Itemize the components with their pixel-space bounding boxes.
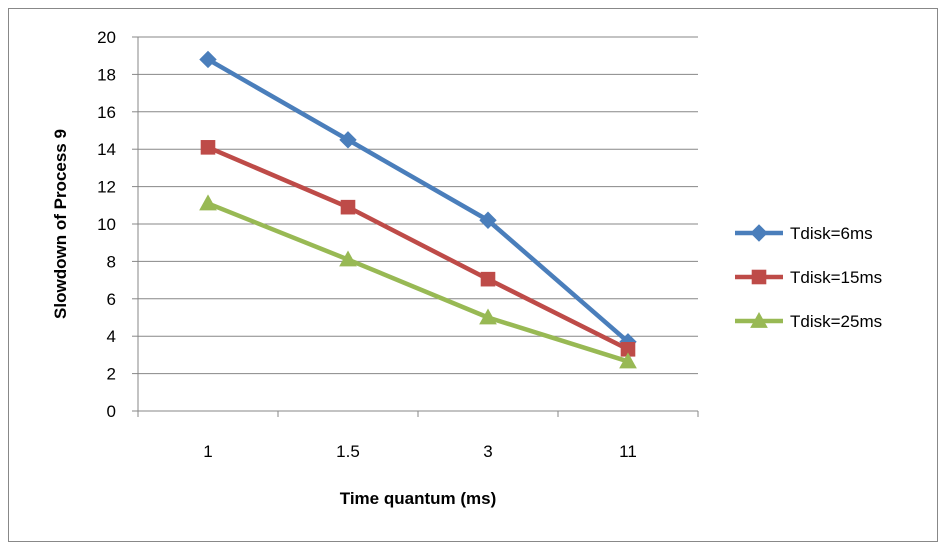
- series-group: [199, 50, 637, 369]
- series-line: [207, 201, 629, 364]
- data-point: [619, 352, 637, 369]
- series-line: [206, 57, 630, 344]
- legend-label: Tdisk=6ms: [790, 224, 873, 243]
- axes: [132, 36, 699, 417]
- data-point: [750, 224, 768, 242]
- legend-label: Tdisk=15ms: [790, 268, 882, 287]
- y-tick-label: 18: [97, 65, 116, 84]
- legend-item: Tdisk=15ms: [735, 268, 882, 287]
- data-point: [199, 194, 217, 211]
- y-tick-label: 6: [107, 290, 116, 309]
- data-point: [751, 269, 767, 285]
- series-3: [199, 194, 637, 369]
- y-tick-labels: 0 2 4 6 8 10 12 14 16 18 20: [97, 28, 116, 421]
- data-point: [479, 211, 497, 229]
- data-point: [340, 199, 356, 215]
- y-tick-label: 0: [107, 402, 116, 421]
- data-point: [339, 131, 357, 149]
- data-point: [479, 308, 497, 325]
- x-axis-title: Time quantum (ms): [340, 489, 496, 508]
- y-axis-title: Slowdown of Process 9: [51, 129, 70, 319]
- legend-item: Tdisk=6ms: [735, 224, 873, 243]
- data-point: [750, 311, 768, 328]
- x-tick-label: 1: [203, 442, 212, 461]
- y-tick-label: 4: [107, 327, 116, 346]
- legend: Tdisk=6ms Tdisk=15ms Tdisk=25ms: [735, 224, 882, 331]
- gridlines: [138, 36, 698, 375]
- y-tick-label: 8: [107, 252, 116, 271]
- x-tick-label: 1.5: [336, 442, 360, 461]
- y-tick-label: 12: [97, 178, 116, 197]
- x-tick-label: 3: [483, 442, 492, 461]
- x-tick-label: 11: [619, 442, 637, 461]
- data-point: [480, 271, 496, 287]
- y-tick-label: 2: [107, 365, 116, 384]
- series-2: [200, 140, 636, 357]
- data-point: [200, 140, 216, 155]
- x-tick-labels: 1 1.5 3 11: [203, 442, 637, 461]
- y-tick-label: 10: [97, 215, 116, 234]
- y-tick-label: 20: [97, 28, 116, 47]
- legend-item: Tdisk=25ms: [735, 311, 882, 331]
- y-tick-label: 16: [97, 103, 116, 122]
- y-tick-label: 14: [97, 140, 116, 159]
- legend-label: Tdisk=25ms: [790, 312, 882, 331]
- series-line: [207, 145, 630, 352]
- data-point: [199, 50, 217, 69]
- data-point: [339, 250, 357, 267]
- series-1: [199, 50, 637, 351]
